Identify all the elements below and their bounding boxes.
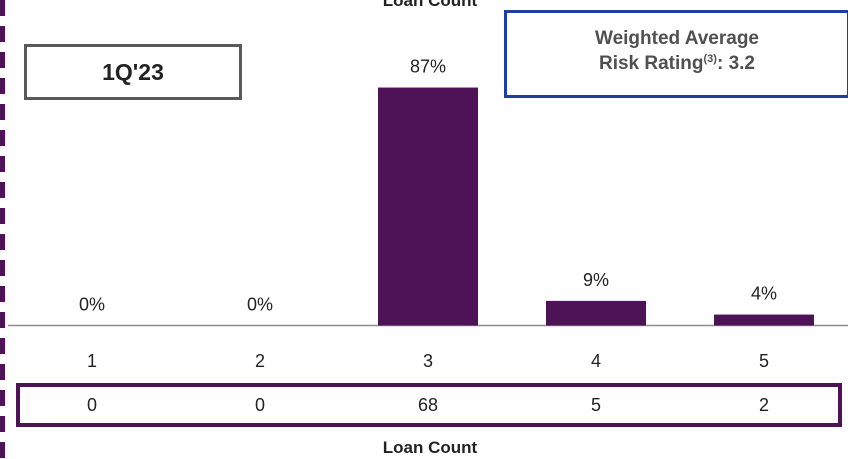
category-label-2: 2	[255, 351, 265, 371]
value-label-1: 0%	[79, 295, 105, 315]
risk-rating-value: : 3.2	[716, 53, 755, 74]
loan-count-cell: 0	[86, 395, 97, 415]
value-label-4: 9%	[583, 270, 609, 290]
category-label-1: 1	[87, 351, 97, 371]
loan-count-row	[16, 383, 842, 427]
bar-3	[378, 87, 478, 326]
value-label-2: 0%	[247, 295, 273, 315]
category-label-5: 5	[759, 351, 769, 371]
weighted-average-line1: Weighted Average	[594, 28, 759, 49]
category-label-4: 4	[591, 351, 601, 371]
loan-count-cell: 2	[758, 395, 769, 415]
bottom-caption: Loan Count	[382, 438, 478, 457]
bar-4	[546, 300, 646, 326]
weighted-average-line2: Risk Rating(3): 3.2	[507, 51, 847, 76]
left-dashed-border	[0, 0, 5, 459]
footnote-marker: (3)	[703, 53, 717, 65]
loan-count-cell: 5	[590, 395, 601, 415]
loan-count-cell: 0	[254, 395, 265, 415]
top-caption: Loan Count	[382, 0, 478, 10]
bar-5	[714, 314, 814, 326]
value-label-3: 87%	[410, 57, 446, 77]
weighted-average-box: Weighted Average Risk Rating(3): 3.2	[504, 10, 848, 98]
category-label-3: 3	[423, 351, 433, 371]
risk-rating-label: Risk Rating	[598, 53, 704, 74]
period-label: 1Q'23	[24, 44, 242, 100]
value-label-5: 4%	[751, 284, 777, 304]
loan-count-cell: 68	[417, 395, 439, 415]
